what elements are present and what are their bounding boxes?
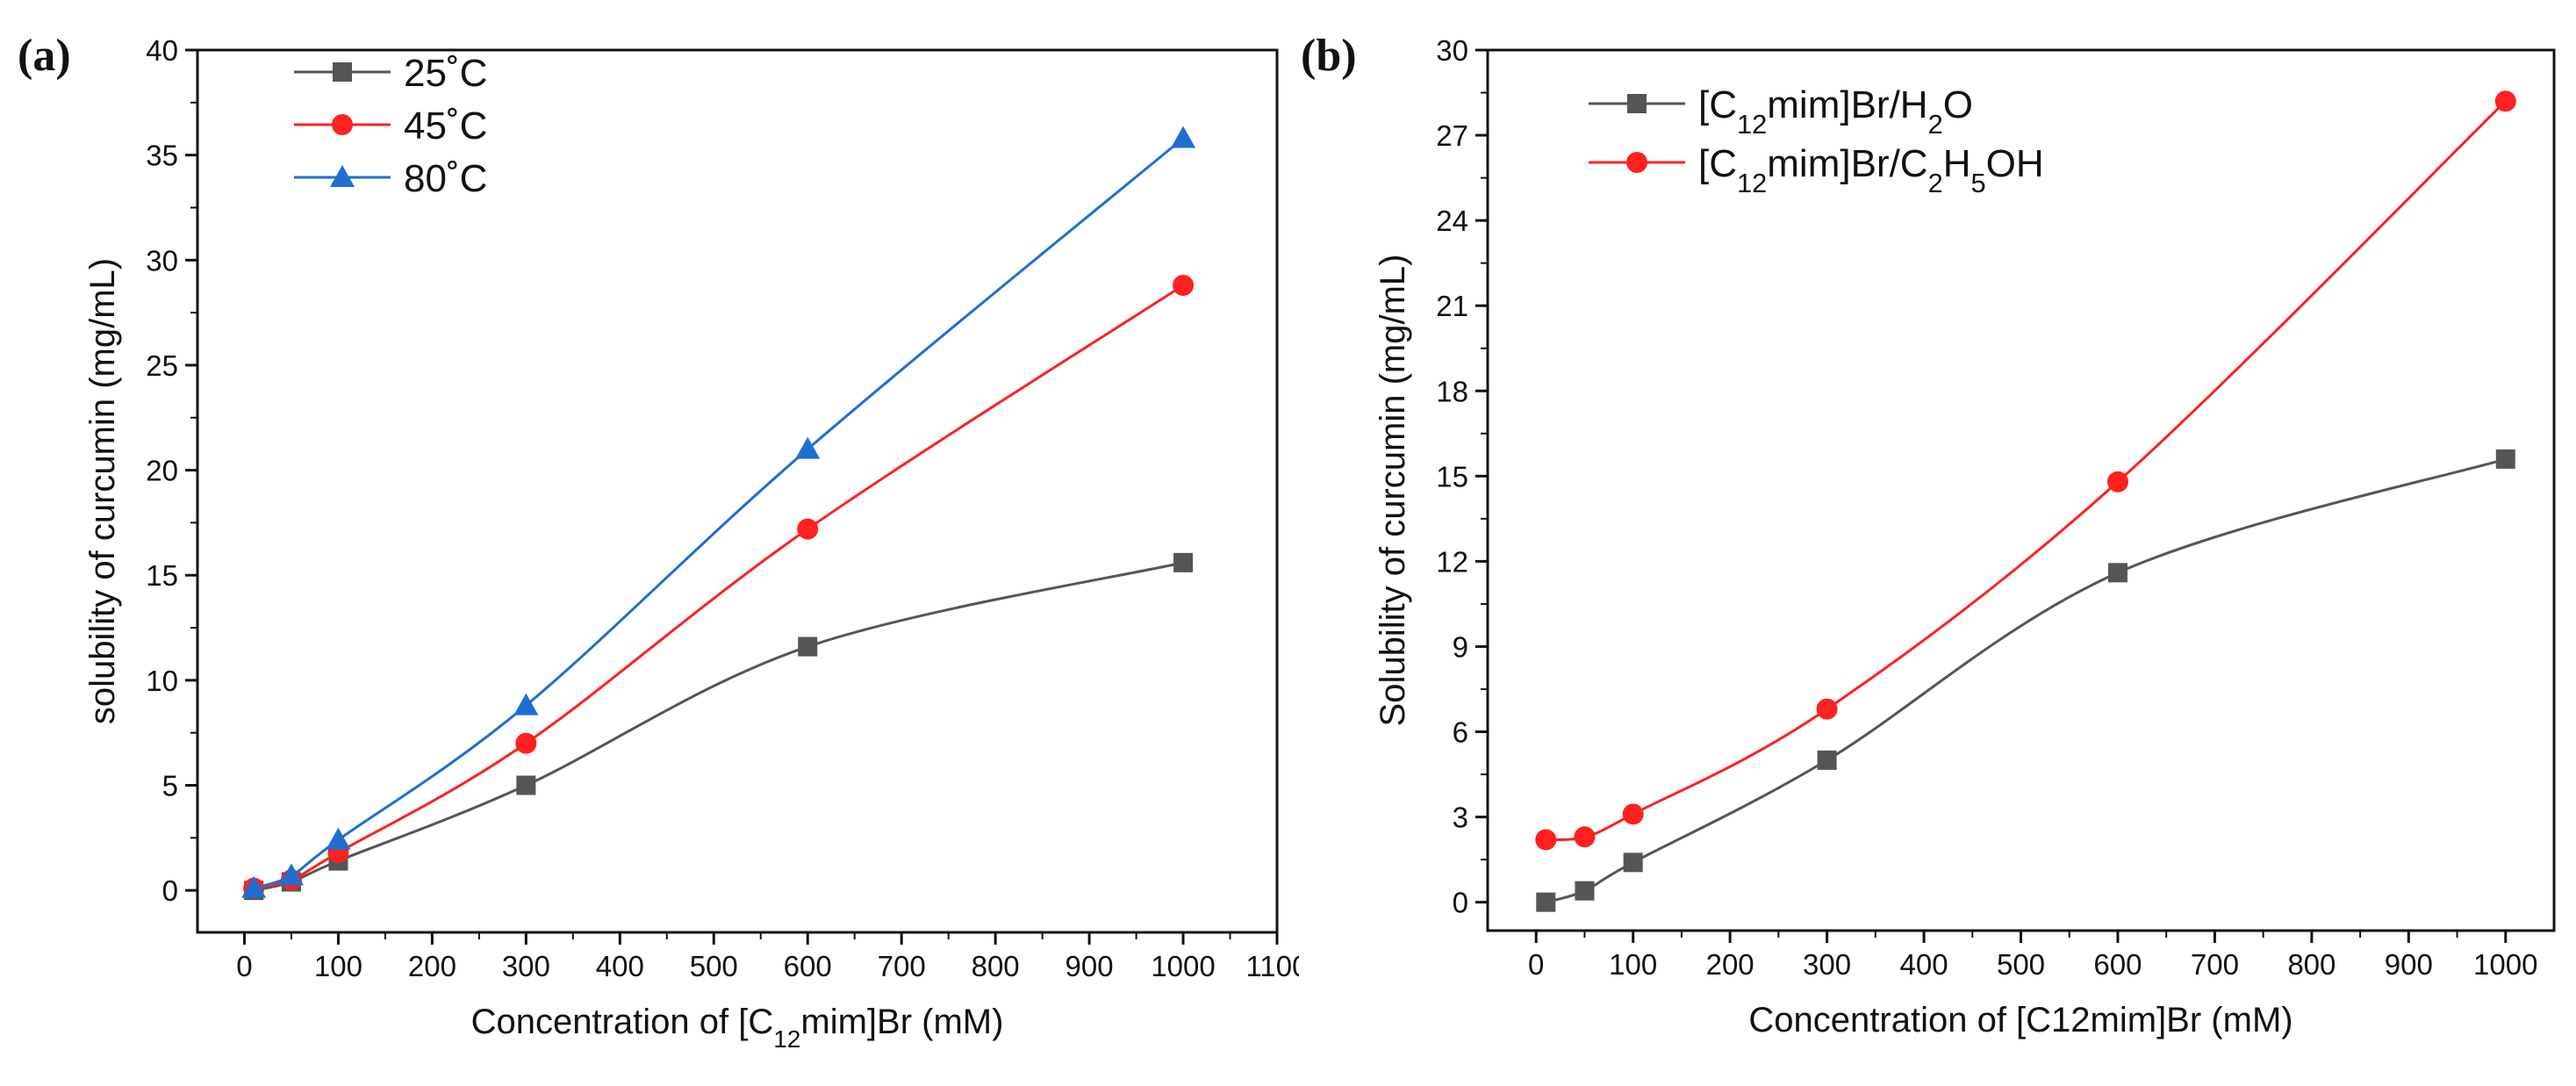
- y-tick-label: 21: [1436, 290, 1468, 322]
- y-tick-label: 30: [1436, 34, 1468, 67]
- x-tick-label: 700: [2191, 948, 2239, 981]
- x-tick-label: 900: [1066, 950, 1114, 982]
- legend-label-2: 80˚C: [404, 157, 487, 200]
- y-tick-label: 15: [1436, 460, 1468, 493]
- x-tick-label: 100: [1609, 948, 1657, 981]
- data-point-series-0-5: [1173, 552, 1194, 572]
- x-tick-label: 800: [972, 950, 1020, 982]
- y-axis-title: solubility of curcumin (mg/mL): [83, 258, 122, 724]
- x-tick-label: 400: [1900, 948, 1948, 981]
- data-point-series-2-0: [241, 875, 267, 898]
- x-tick-label: 300: [502, 950, 550, 982]
- data-point-series-1-0: [1535, 829, 1557, 851]
- legend-label-0: 25˚C: [404, 52, 487, 95]
- y-axis-title: Solubility of curcumin (mg/mL): [1374, 255, 1412, 727]
- legend-marker-0: [333, 62, 352, 82]
- data-point-series-0-1: [1575, 881, 1595, 901]
- data-point-series-0-5: [2495, 449, 2515, 469]
- y-tick-label: 0: [1453, 887, 1468, 919]
- panel-label: (a): [18, 31, 71, 81]
- x-tick-label: 600: [784, 950, 832, 982]
- data-point-series-0-4: [798, 636, 818, 657]
- data-point-series-0-3: [516, 775, 536, 795]
- x-tick-label: 0: [1528, 948, 1544, 981]
- x-tick-label: 300: [1803, 948, 1851, 981]
- x-tick-label: 1000: [2473, 948, 2537, 981]
- data-point-series-0-0: [1536, 892, 1556, 912]
- data-point-series-2-4: [795, 436, 821, 459]
- panel-label: (b): [1301, 31, 1357, 81]
- data-point-series-1-4: [2106, 471, 2128, 493]
- x-axis-title: Concentration of [C12mim]Br (mM): [1748, 1001, 2293, 1039]
- chart-panel-b: 0 100 200 300 400 500 600 700 800 900 1000 0 3 6 9 12 15…: [1299, 0, 2576, 1086]
- legend-label-1: 45˚C: [404, 104, 487, 147]
- y-tick-label: 9: [1453, 630, 1468, 663]
- x-tick-label: 500: [690, 950, 738, 982]
- data-point-series-2-2: [326, 827, 351, 850]
- plot-frame: [196, 48, 1279, 934]
- x-tick-label: 700: [878, 950, 926, 982]
- x-tick-label: 100: [314, 950, 362, 982]
- x-tick-label: 1000: [1151, 950, 1215, 982]
- y-tick-label: 6: [1453, 716, 1468, 749]
- y-tick-label: 5: [162, 770, 178, 802]
- y-tick-label: 20: [146, 455, 178, 487]
- data-point-series-2-1: [278, 863, 304, 886]
- legend-marker-2: [330, 165, 355, 187]
- x-tick-label: 500: [1997, 948, 2045, 981]
- data-point-series-2-5: [1171, 126, 1196, 148]
- data-point-series-1-4: [797, 518, 819, 540]
- x-tick-label: 200: [408, 950, 456, 982]
- data-point-series-1-5: [1173, 275, 1195, 296]
- data-point-series-1-3: [1816, 698, 1838, 720]
- series-line-0: [253, 561, 1184, 892]
- y-tick-label: 3: [1453, 802, 1468, 834]
- data-point-series-0-2: [1623, 852, 1643, 873]
- series-line-0: [1545, 457, 2507, 904]
- legend-marker-0: [1627, 94, 1647, 113]
- y-tick-label: 27: [1436, 119, 1468, 152]
- y-tick-label: 30: [146, 244, 178, 277]
- data-point-series-2-3: [513, 693, 539, 716]
- x-tick-label: 600: [2093, 948, 2142, 981]
- x-tick-label: 400: [596, 950, 644, 982]
- y-tick-label: 0: [162, 874, 178, 907]
- data-point-series-0-3: [1817, 750, 1837, 770]
- x-tick-label: 900: [2385, 948, 2433, 981]
- x-tick-label: 0: [236, 950, 252, 982]
- data-point-series-1-3: [515, 732, 537, 754]
- data-point-series-1-5: [2494, 90, 2516, 112]
- series-line-2: [253, 137, 1184, 890]
- legend-marker-1: [332, 114, 353, 135]
- y-tick-label: 10: [146, 665, 178, 697]
- x-tick-label: 200: [1706, 948, 1754, 981]
- data-point-series-1-1: [1574, 826, 1596, 848]
- y-tick-label: 40: [146, 34, 178, 67]
- data-point-series-0-4: [2107, 563, 2128, 583]
- y-tick-label: 24: [1436, 205, 1468, 237]
- y-tick-label: 12: [1436, 545, 1468, 578]
- y-tick-label: 18: [1436, 375, 1468, 407]
- legend-label-1: [C12mim]Br/C2H5OH: [1698, 142, 2044, 198]
- x-axis-title: Concentration of [C12mim]Br (mM): [471, 1003, 1004, 1053]
- series-line-1: [253, 284, 1184, 890]
- y-tick-label: 35: [146, 140, 178, 172]
- series-line-1: [1546, 100, 2507, 841]
- y-tick-label: 15: [146, 559, 178, 592]
- y-tick-label: 25: [146, 349, 178, 382]
- legend-marker-1: [1626, 152, 1647, 173]
- legend-label-0: [C12mim]Br/H2O: [1698, 83, 1973, 140]
- chart-b: 0 100 200 300 400 500 600 700 800 900 1000 0 3 6 9 12 15…: [1301, 31, 2556, 1039]
- data-point-series-1-2: [1622, 803, 1644, 825]
- x-tick-label: 800: [2287, 948, 2336, 981]
